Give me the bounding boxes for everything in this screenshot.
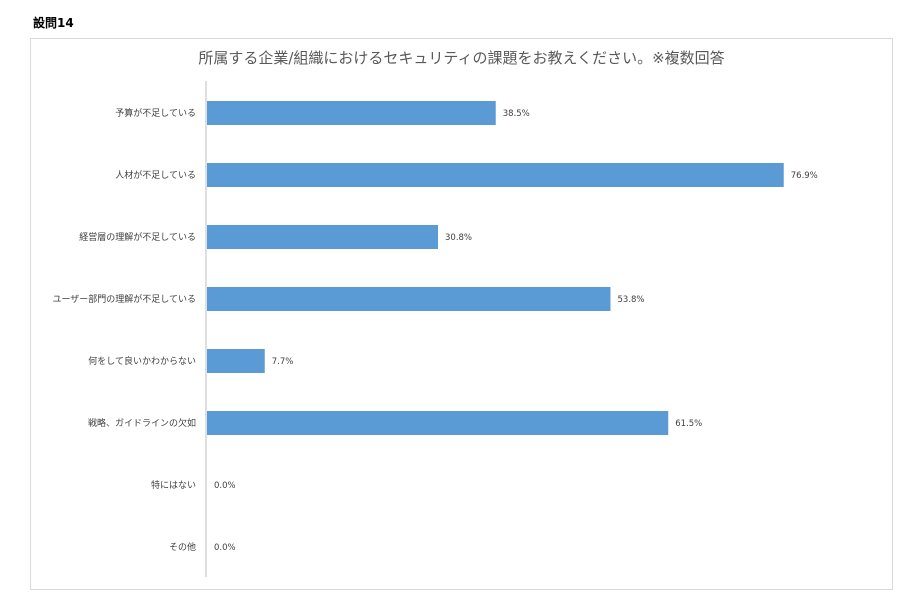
category-label: 戦略、ガイドラインの欠如 <box>88 417 196 429</box>
category-label: その他 <box>169 541 196 553</box>
question-label: 設問14 <box>33 16 74 30</box>
bar-chart: 予算が不足している 38.5% 人材が不足している 76.9% 経営層の理解が不足してい… <box>52 81 818 577</box>
category-label: 予算が不足している <box>115 107 196 119</box>
data-label: 30.8% <box>445 233 472 243</box>
bar <box>207 349 265 373</box>
data-label: 38.5% <box>503 109 530 119</box>
data-label: 53.8% <box>618 295 645 305</box>
bar <box>207 101 496 125</box>
category-label: 何をして良いかわからない <box>88 355 196 367</box>
data-label: 7.7% <box>272 357 294 367</box>
bar <box>207 225 438 249</box>
category-label: 特にはない <box>151 479 196 491</box>
data-label: 61.5% <box>675 419 702 429</box>
category-label: 人材が不足している <box>115 169 196 181</box>
category-label: ユーザー部門の理解が不足している <box>52 293 196 305</box>
chart-frame: 所属する企業/組織におけるセキュリティの課題をお教えください。※複数回答 予算が… <box>30 38 893 590</box>
data-label: 76.9% <box>791 171 818 181</box>
category-label: 経営層の理解が不足している <box>79 231 196 243</box>
bar <box>207 411 669 435</box>
data-label: 0.0% <box>214 543 236 553</box>
data-label: 0.0% <box>214 481 236 491</box>
chart-title: 所属する企業/組織におけるセキュリティの課題をお教えください。※複数回答 <box>198 49 725 67</box>
bar <box>207 163 784 187</box>
bar <box>207 287 611 311</box>
